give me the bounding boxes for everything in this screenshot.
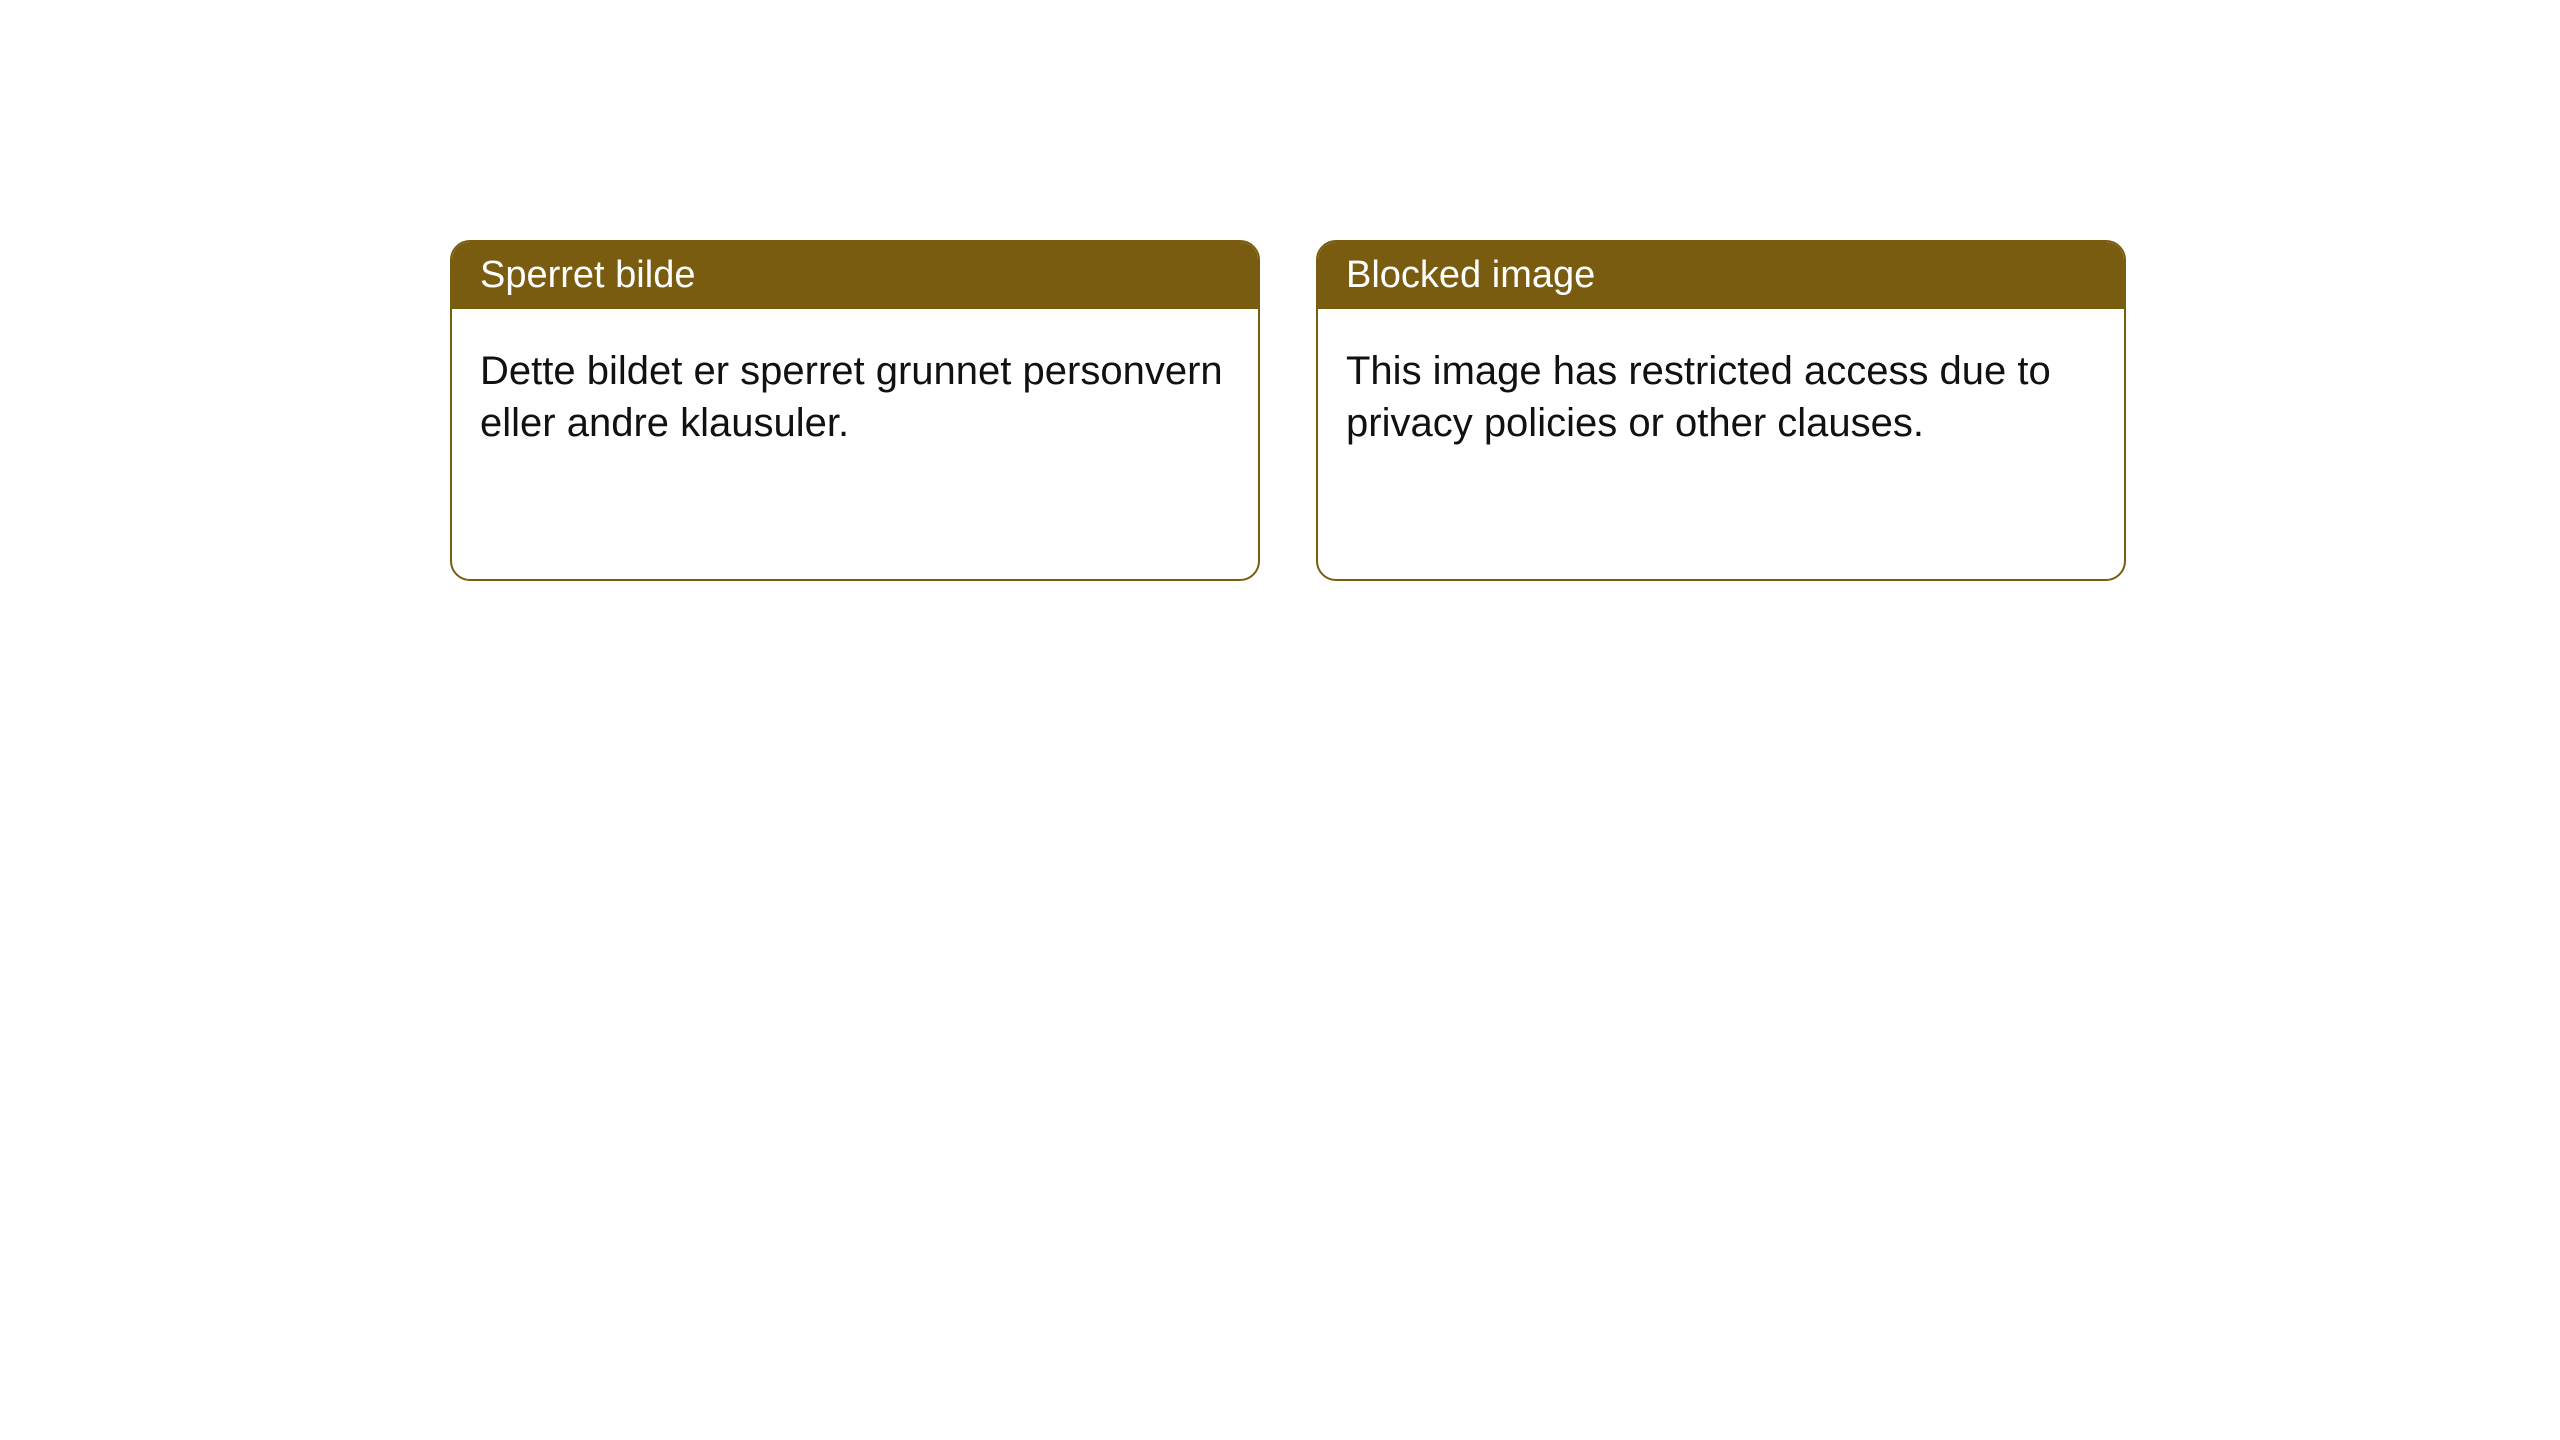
notice-card-norwegian: Sperret bilde Dette bildet er sperret gr… — [450, 240, 1260, 581]
notice-body-text: This image has restricted access due to … — [1346, 349, 2051, 445]
notice-card-english: Blocked image This image has restricted … — [1316, 240, 2126, 581]
notice-body-text: Dette bildet er sperret grunnet personve… — [480, 349, 1223, 445]
notice-container: Sperret bilde Dette bildet er sperret gr… — [450, 240, 2126, 581]
notice-body: Dette bildet er sperret grunnet personve… — [452, 309, 1258, 579]
notice-header: Sperret bilde — [452, 242, 1258, 309]
notice-header-text: Blocked image — [1346, 254, 1595, 296]
notice-body: This image has restricted access due to … — [1318, 309, 2124, 579]
notice-header: Blocked image — [1318, 242, 2124, 309]
notice-header-text: Sperret bilde — [480, 254, 695, 296]
